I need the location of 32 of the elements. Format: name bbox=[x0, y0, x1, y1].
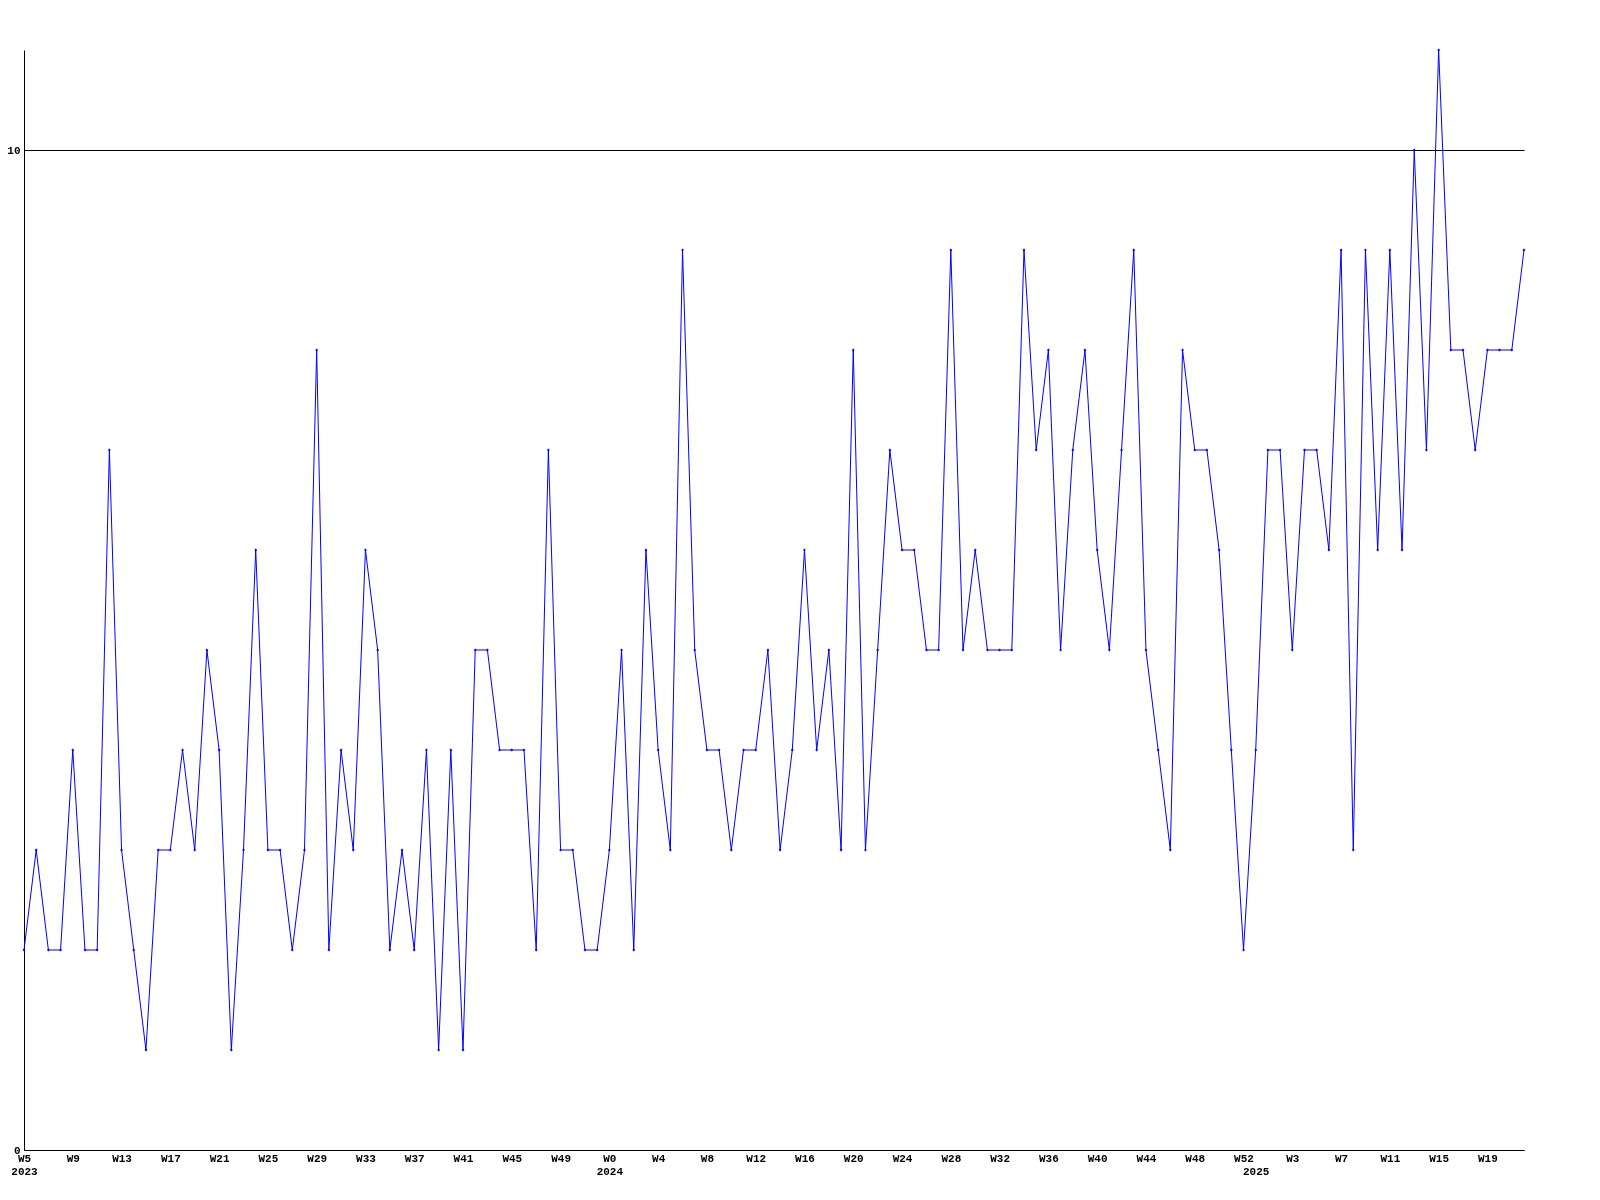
x-tick-label: W4 bbox=[652, 1152, 666, 1165]
x-tick-label: W44 bbox=[1136, 1152, 1157, 1165]
x-tick-label: W17 bbox=[160, 1152, 181, 1165]
x-tick-label: W24 bbox=[892, 1152, 913, 1165]
x-tick-label: W29 bbox=[307, 1152, 328, 1165]
x-tick-label: W8 bbox=[700, 1152, 715, 1165]
x-tick-label: W0 2024 bbox=[596, 1152, 624, 1178]
x-tick-label: W32 bbox=[990, 1152, 1011, 1165]
x-tick-label: W16 bbox=[795, 1152, 815, 1165]
x-tick-label: W33 bbox=[356, 1152, 377, 1165]
x-tick-label: W45 bbox=[502, 1152, 523, 1165]
x-tick-label: W7 bbox=[1334, 1152, 1349, 1165]
y-tick-label: 10 bbox=[7, 144, 21, 157]
x-tick-label: W13 bbox=[112, 1152, 133, 1165]
x-tick-label: W49 bbox=[551, 1152, 571, 1165]
x-tick-label: W3 bbox=[1286, 1152, 1300, 1165]
x-tick-label: W25 bbox=[258, 1152, 279, 1165]
x-tick-label: W15 bbox=[1429, 1152, 1450, 1165]
x-tick-label: W11 bbox=[1380, 1152, 1401, 1165]
x-tick-label: W40 bbox=[1087, 1152, 1108, 1165]
x-tick-label: W48 bbox=[1185, 1152, 1206, 1165]
x-tick-label: W21 bbox=[209, 1152, 230, 1165]
x-tick-label: W37 bbox=[404, 1152, 425, 1165]
x-tick-label: W36 bbox=[1038, 1152, 1059, 1165]
x-tick-label: W12 bbox=[746, 1152, 767, 1165]
x-tick-label: W9 bbox=[66, 1152, 80, 1165]
x-tick-label: 2025 bbox=[1243, 1165, 1270, 1178]
x-tick-label: W19 bbox=[1478, 1152, 1498, 1165]
x-tick-label: W20 bbox=[843, 1152, 864, 1165]
x-tick-label: W41 bbox=[453, 1152, 474, 1165]
x-tick-label: W52 bbox=[1234, 1152, 1254, 1165]
x-tick-label: W28 bbox=[941, 1152, 962, 1165]
